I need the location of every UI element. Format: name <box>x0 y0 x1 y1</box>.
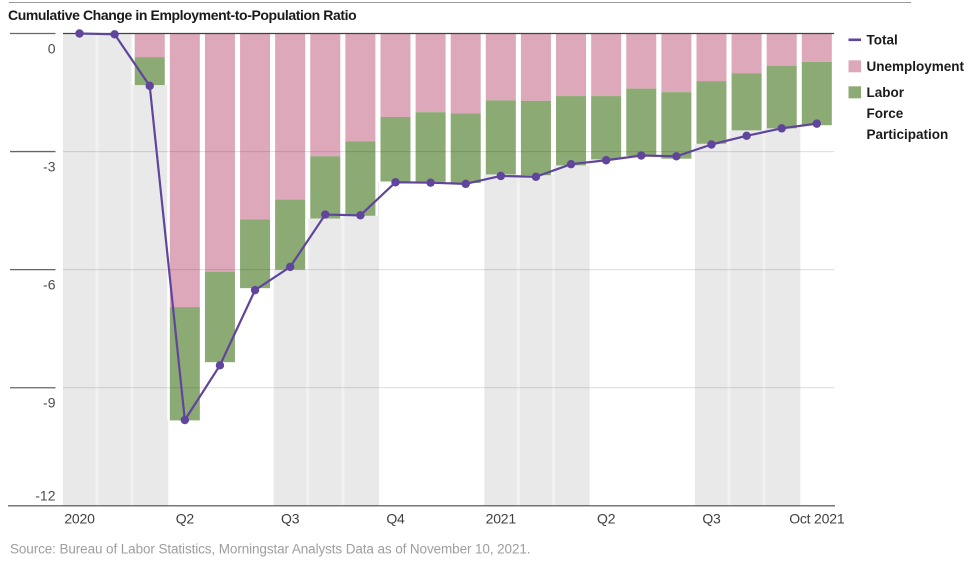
svg-text:Force: Force <box>867 106 904 121</box>
svg-text:Participation: Participation <box>867 127 949 142</box>
svg-text:-12: -12 <box>35 488 55 504</box>
svg-text:Oct 2021: Oct 2021 <box>789 511 845 527</box>
svg-text:Q2: Q2 <box>176 511 195 527</box>
svg-text:Labor: Labor <box>867 85 905 100</box>
svg-text:Q4: Q4 <box>386 511 405 527</box>
svg-text:Total: Total <box>867 32 898 47</box>
svg-text:Q3: Q3 <box>702 511 721 527</box>
svg-text:-6: -6 <box>43 276 56 292</box>
svg-text:-9: -9 <box>43 394 56 410</box>
svg-text:-3: -3 <box>43 158 56 174</box>
svg-text:Source: Bureau of Labor Statis: Source: Bureau of Labor Statistics, Morn… <box>10 542 530 557</box>
svg-text:2021: 2021 <box>486 511 517 527</box>
svg-text:2020: 2020 <box>64 511 95 527</box>
svg-text:Q2: Q2 <box>597 511 616 527</box>
svg-text:Unemployment: Unemployment <box>867 59 965 74</box>
svg-text:Q3: Q3 <box>281 511 300 527</box>
svg-text:0: 0 <box>48 40 56 56</box>
